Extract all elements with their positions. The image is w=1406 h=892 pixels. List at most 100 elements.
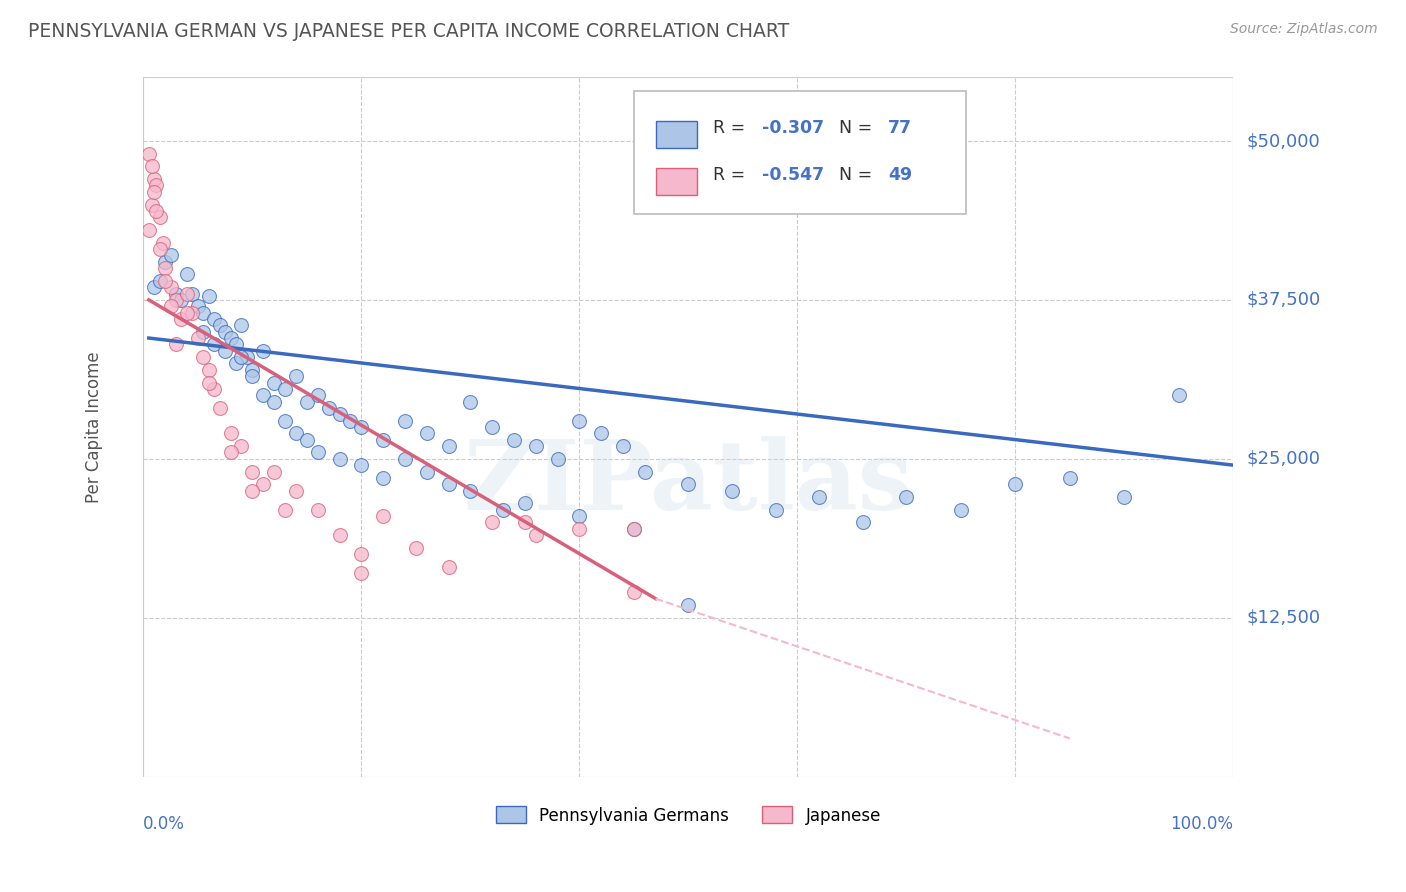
Point — [252, 477, 274, 491]
Point — [274, 414, 297, 428]
Point — [284, 369, 307, 384]
Point — [318, 401, 340, 415]
Point — [159, 280, 181, 294]
Point — [159, 248, 181, 262]
Point — [176, 305, 198, 319]
Point — [214, 343, 236, 358]
Text: $37,500: $37,500 — [1247, 291, 1320, 309]
Point — [1004, 477, 1026, 491]
Point — [176, 286, 198, 301]
Point — [208, 401, 231, 415]
Point — [165, 293, 187, 307]
Point — [231, 318, 253, 333]
Point — [350, 566, 373, 581]
Legend: Pennsylvania Germans, Japanese: Pennsylvania Germans, Japanese — [489, 800, 887, 831]
Point — [373, 471, 395, 485]
Point — [138, 146, 160, 161]
Point — [437, 477, 460, 491]
Text: PENNSYLVANIA GERMAN VS JAPANESE PER CAPITA INCOME CORRELATION CHART: PENNSYLVANIA GERMAN VS JAPANESE PER CAPI… — [28, 22, 789, 41]
Point — [416, 426, 439, 441]
Point — [193, 350, 215, 364]
Text: $12,500: $12,500 — [1247, 608, 1320, 627]
Point — [307, 502, 329, 516]
Point — [394, 451, 416, 466]
Point — [492, 502, 515, 516]
Point — [547, 451, 569, 466]
Point — [295, 394, 318, 409]
Point — [149, 274, 172, 288]
Point — [339, 414, 361, 428]
Point — [416, 465, 439, 479]
Point — [394, 414, 416, 428]
Point — [460, 483, 482, 498]
Point — [623, 522, 645, 536]
Text: 0.0%: 0.0% — [143, 815, 186, 833]
Point — [219, 331, 242, 345]
Point — [1114, 490, 1136, 504]
Text: $50,000: $50,000 — [1247, 132, 1320, 150]
Text: N =: N = — [839, 120, 877, 137]
Point — [373, 433, 395, 447]
Point — [678, 598, 700, 612]
Point — [236, 350, 259, 364]
Point — [437, 560, 460, 574]
Point — [143, 185, 166, 199]
Text: R =: R = — [713, 120, 751, 137]
Point — [481, 420, 503, 434]
Point — [165, 286, 187, 301]
Point — [524, 528, 547, 542]
Point — [949, 502, 972, 516]
Point — [263, 376, 285, 390]
FancyBboxPatch shape — [634, 91, 966, 214]
Point — [328, 407, 350, 421]
Point — [153, 254, 176, 268]
Point — [481, 516, 503, 530]
Point — [202, 312, 225, 326]
Point — [808, 490, 831, 504]
Text: 49: 49 — [887, 166, 912, 185]
Text: $25,000: $25,000 — [1247, 450, 1320, 467]
Point — [145, 203, 167, 218]
Point — [143, 172, 166, 186]
Point — [765, 502, 787, 516]
Point — [405, 541, 427, 555]
Point — [634, 465, 657, 479]
Point — [350, 547, 373, 561]
Point — [187, 299, 209, 313]
Point — [612, 439, 634, 453]
Point — [170, 293, 193, 307]
Point — [513, 496, 536, 510]
Point — [181, 286, 204, 301]
Point — [181, 305, 204, 319]
Point — [252, 343, 274, 358]
Point — [568, 508, 591, 523]
Point — [307, 388, 329, 402]
Point — [524, 439, 547, 453]
Point — [202, 337, 225, 351]
Point — [623, 585, 645, 599]
Point — [153, 261, 176, 276]
Point — [225, 337, 247, 351]
Point — [350, 420, 373, 434]
FancyBboxPatch shape — [655, 120, 697, 148]
Point — [513, 516, 536, 530]
Point — [240, 363, 263, 377]
Point — [141, 160, 163, 174]
Point — [328, 528, 350, 542]
Point — [896, 490, 918, 504]
Point — [568, 522, 591, 536]
Point — [284, 483, 307, 498]
Point — [373, 508, 395, 523]
Point — [240, 465, 263, 479]
Point — [197, 363, 219, 377]
Point — [143, 280, 166, 294]
Point — [153, 274, 176, 288]
Point — [219, 426, 242, 441]
Point — [145, 178, 167, 193]
Point — [284, 426, 307, 441]
Point — [240, 369, 263, 384]
Point — [503, 433, 526, 447]
Point — [197, 376, 219, 390]
Text: 100.0%: 100.0% — [1170, 815, 1233, 833]
Point — [138, 223, 160, 237]
